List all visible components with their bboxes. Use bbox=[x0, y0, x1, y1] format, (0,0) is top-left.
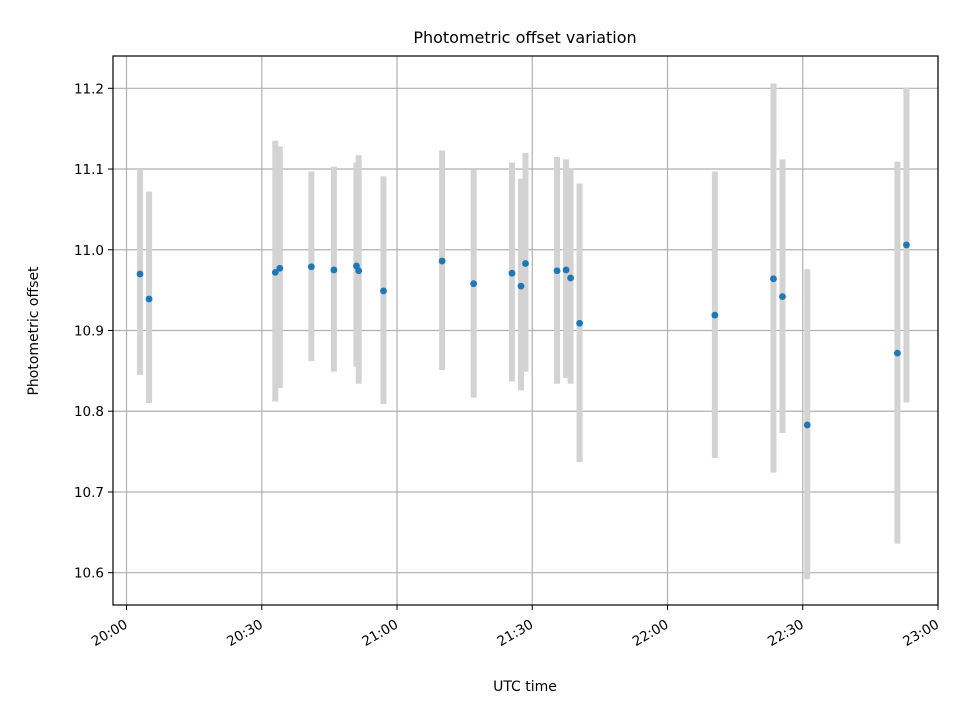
data-point bbox=[711, 311, 719, 319]
data-point bbox=[562, 266, 570, 274]
data-point bbox=[770, 275, 777, 283]
data-point bbox=[522, 260, 529, 267]
x-axis-label: UTC time bbox=[493, 679, 557, 695]
y-tick-label: 10.6 bbox=[74, 566, 104, 582]
y-tick-label: 11.1 bbox=[74, 162, 104, 178]
chart-title: Photometric offset variation bbox=[413, 28, 636, 47]
data-point bbox=[380, 287, 387, 295]
data-point bbox=[576, 319, 583, 327]
data-points bbox=[136, 241, 910, 429]
data-point bbox=[803, 421, 811, 429]
data-point bbox=[903, 241, 910, 249]
data-point bbox=[470, 280, 478, 288]
y-tick-label: 11.2 bbox=[74, 81, 104, 97]
data-point bbox=[307, 263, 315, 271]
y-axis-label: Photometric offset bbox=[26, 266, 42, 396]
data-point bbox=[894, 349, 901, 357]
data-point bbox=[567, 274, 574, 282]
data-point bbox=[145, 295, 153, 303]
data-point bbox=[355, 267, 363, 275]
data-point bbox=[553, 267, 561, 275]
data-point bbox=[517, 282, 525, 290]
data-point bbox=[136, 270, 144, 278]
data-point bbox=[276, 264, 284, 272]
y-axis-ticks: 10.6 10.7 10.8 10.9 11.0 11.1 11.2 bbox=[74, 81, 113, 582]
data-point bbox=[438, 257, 446, 265]
data-point bbox=[779, 293, 786, 300]
data-point bbox=[330, 266, 338, 274]
y-tick-label: 10.8 bbox=[74, 404, 104, 420]
y-tick-label: 10.9 bbox=[74, 324, 104, 340]
y-tick-label: 10.7 bbox=[74, 485, 104, 501]
data-point bbox=[271, 268, 279, 276]
y-tick-label: 11.0 bbox=[74, 243, 104, 259]
data-point bbox=[508, 269, 516, 277]
